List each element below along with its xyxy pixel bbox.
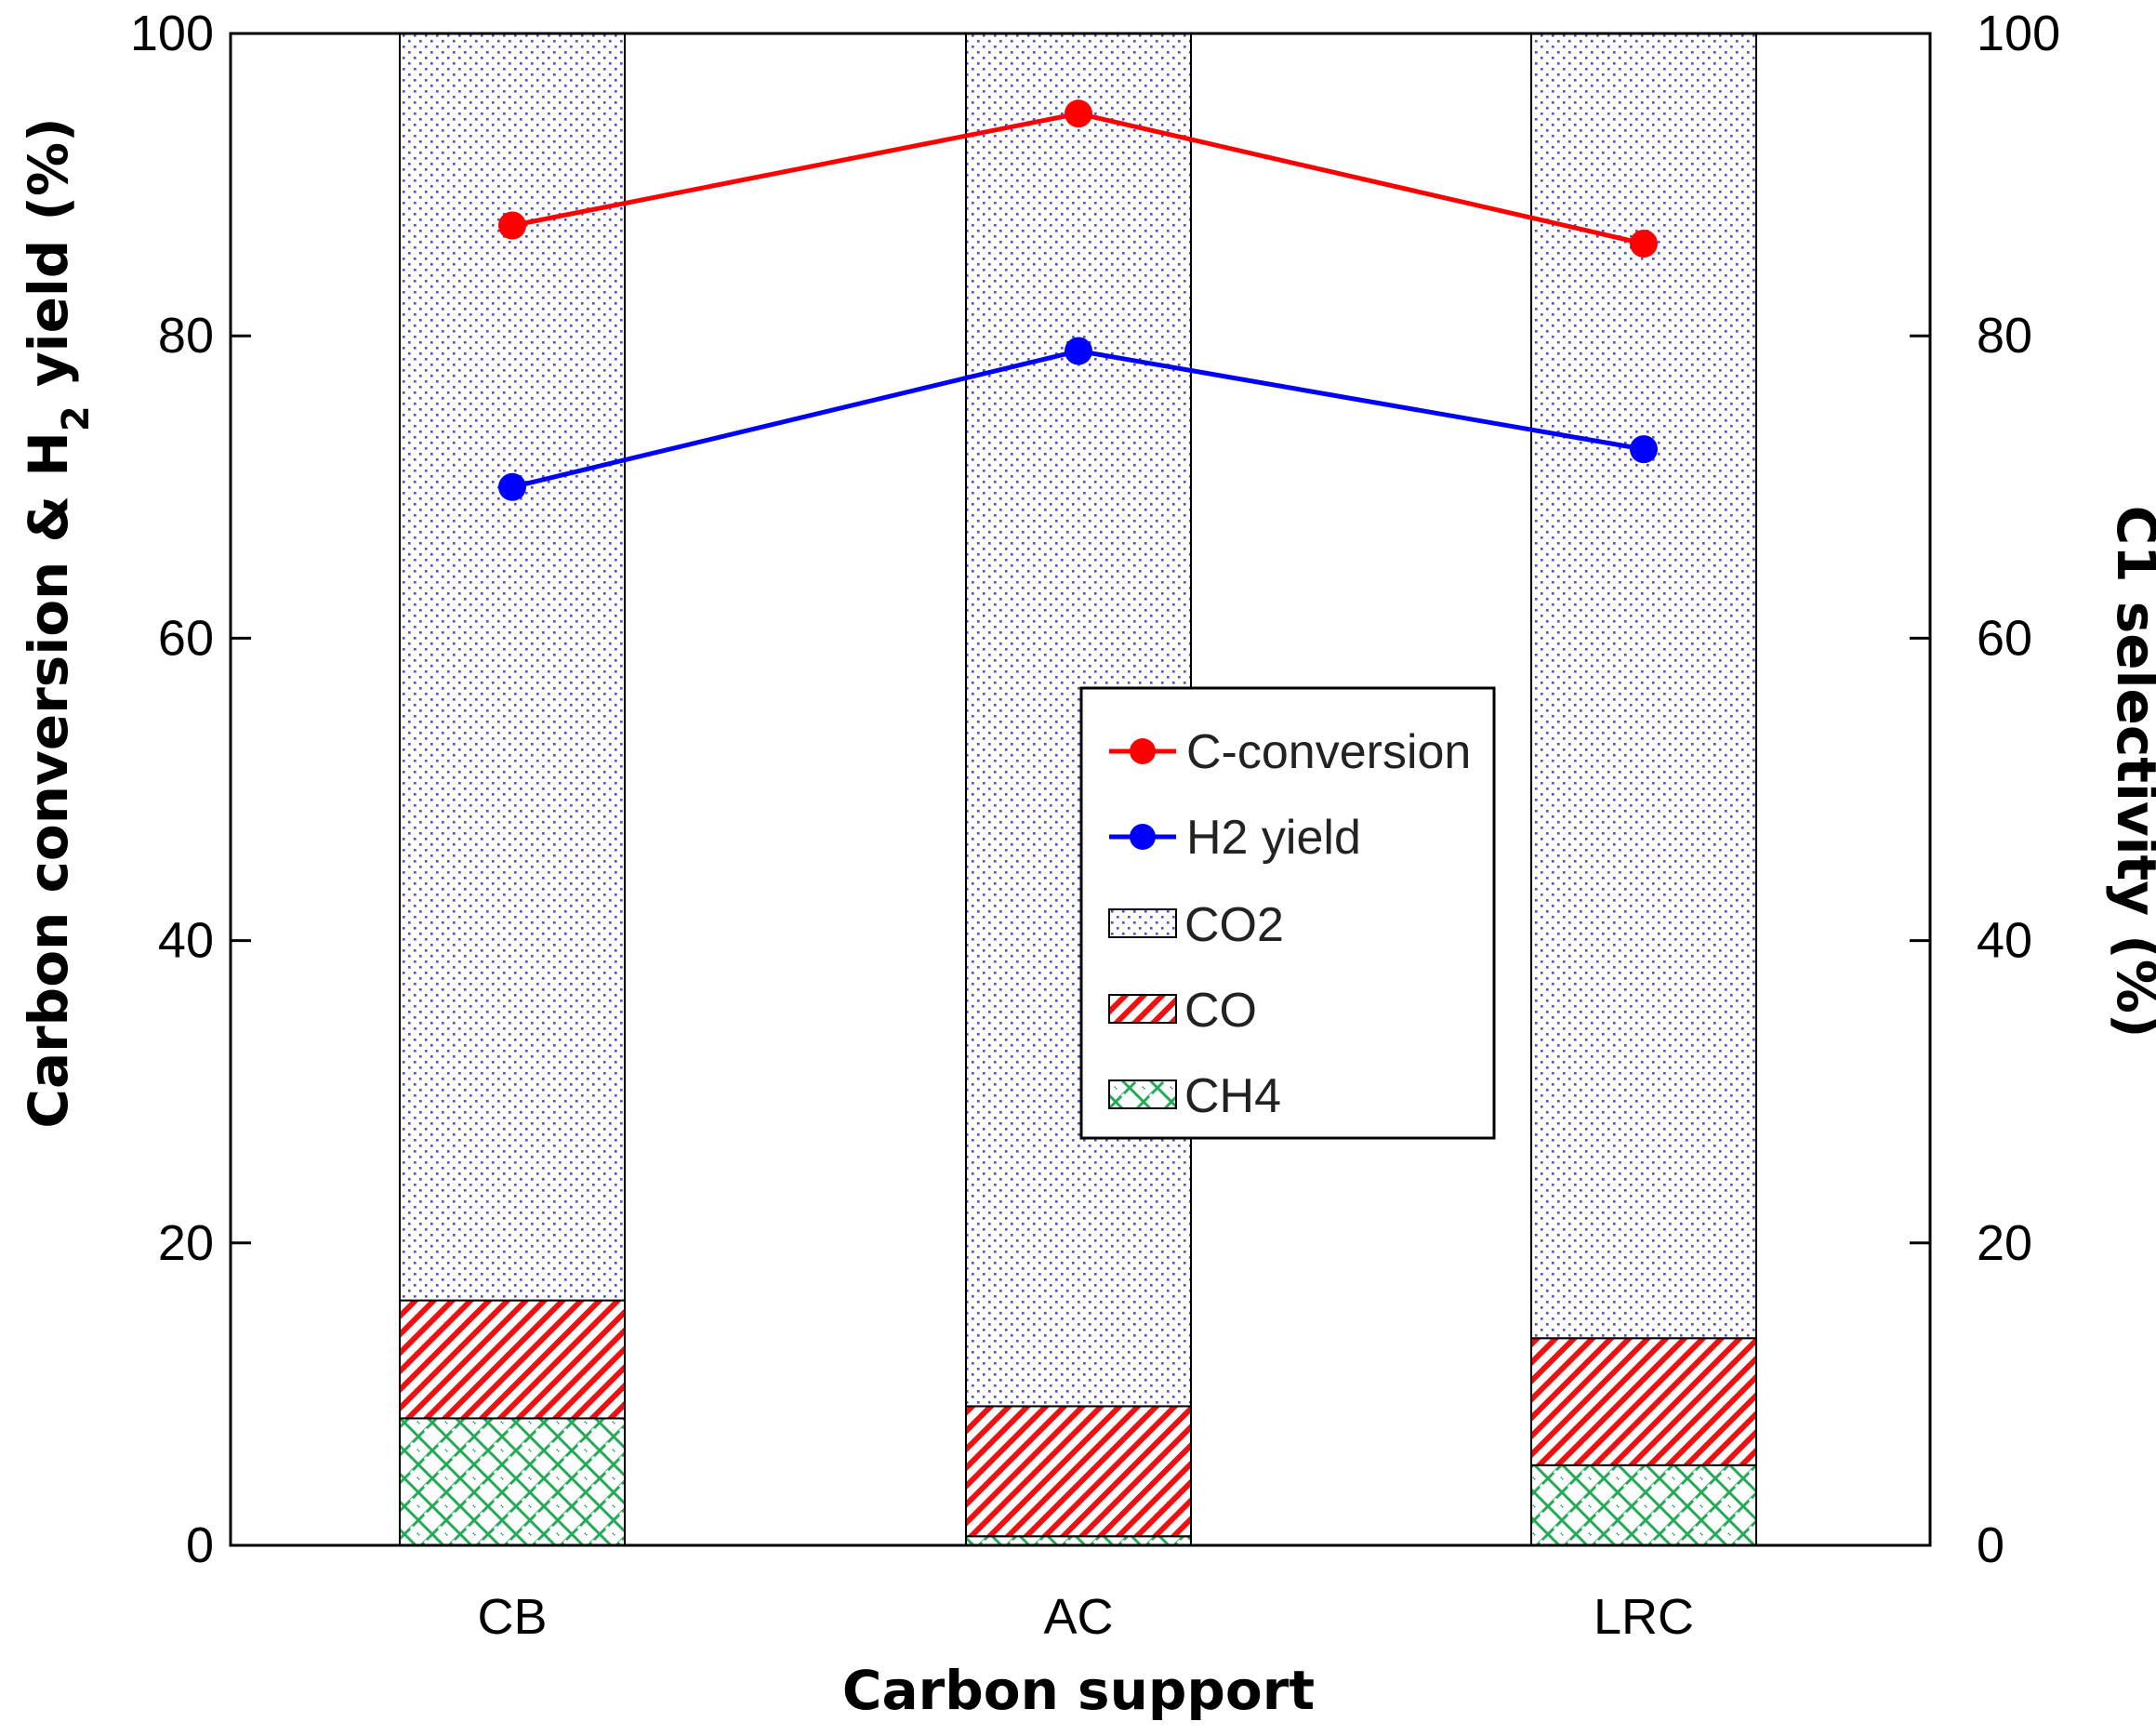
- y-axis-title-right: C1 selectivity (%): [2105, 506, 2156, 1039]
- x-axis: CB AC LRC: [477, 1589, 1694, 1645]
- y-axis-title-tail: yield (%): [17, 117, 80, 405]
- y-tick-label-left: 20: [158, 1215, 214, 1271]
- y-tick-label-right: 0: [1977, 1517, 2004, 1573]
- bar-co2-cb: [399, 33, 626, 1302]
- y-tick-label-left: 0: [186, 1517, 214, 1573]
- bar-co-cb: [399, 1299, 626, 1420]
- bar-co-lrc: [1530, 1337, 1757, 1466]
- y-tick-label-right: 20: [1977, 1215, 2032, 1271]
- legend-item-co2: CO2: [1108, 898, 1284, 952]
- legend-label: CO2: [1184, 898, 1284, 952]
- y-axis-title-left: Carbon conversion & H2 yield (%): [17, 117, 98, 1128]
- bar-group: [399, 33, 1757, 1547]
- legend-swatch-co2: [1108, 908, 1177, 938]
- legend-label: CH4: [1184, 1069, 1281, 1123]
- legend-label: CO: [1184, 984, 1257, 1038]
- y-tick-label-left: 100: [130, 6, 214, 61]
- x-tick-label: AC: [1043, 1589, 1113, 1645]
- point-h2-yield-cb: [498, 472, 526, 501]
- y-tick-label-left: 40: [158, 913, 214, 969]
- line-group: [498, 99, 1658, 501]
- y-tick-label-left: 60: [158, 610, 214, 666]
- point-c-conversion-cb: [498, 211, 526, 240]
- y-tick-label-right: 80: [1977, 308, 2032, 364]
- bar-ch4-cb: [399, 1417, 626, 1547]
- y-tick-label-left: 80: [158, 308, 214, 364]
- legend-swatch-ch4: [1108, 1079, 1177, 1109]
- plot-border: [229, 32, 1932, 1547]
- point-c-conversion-ac: [1065, 99, 1092, 128]
- legend-item-c-conversion: C-conversion: [1109, 725, 1471, 779]
- x-tick-label: CB: [477, 1589, 547, 1645]
- legend-swatch-marker: [1130, 824, 1156, 850]
- legend-item-h2-yield: H2 yield: [1109, 811, 1361, 865]
- legend-label: C-conversion: [1186, 725, 1471, 779]
- point-h2-yield-lrc: [1630, 435, 1658, 464]
- legend-swatch-co: [1108, 994, 1177, 1024]
- legend: C-conversion H2 yield CO2 CO CH4: [1079, 686, 1496, 1140]
- point-c-conversion-lrc: [1630, 230, 1658, 258]
- x-tick-label: LRC: [1594, 1589, 1694, 1645]
- plot-frame: [229, 32, 1932, 1547]
- legend-swatch-marker: [1130, 738, 1156, 764]
- left-axis: 0 20 40 60 80 100: [130, 6, 251, 1573]
- y-tick-label-right: 40: [1977, 913, 2032, 969]
- x-axis-title: Carbon support: [842, 1659, 1315, 1722]
- legend-label: H2 yield: [1186, 811, 1361, 865]
- legend-item-co: CO: [1108, 984, 1257, 1038]
- bar-co-ac: [965, 1405, 1192, 1538]
- y-tick-label-right: 100: [1977, 6, 2060, 61]
- legend-item-ch4: CH4: [1108, 1069, 1281, 1123]
- y-axis-title-main: Carbon conversion & H: [17, 431, 80, 1128]
- y-axis-title-subscript: 2: [55, 405, 98, 431]
- bar-co2-lrc: [1530, 33, 1757, 1340]
- y-tick-label-right: 60: [1977, 610, 2032, 666]
- point-h2-yield-ac: [1065, 337, 1092, 365]
- bar-ch4-lrc: [1530, 1463, 1757, 1547]
- right-axis: 0 20 40 60 80 100: [1910, 6, 2060, 1573]
